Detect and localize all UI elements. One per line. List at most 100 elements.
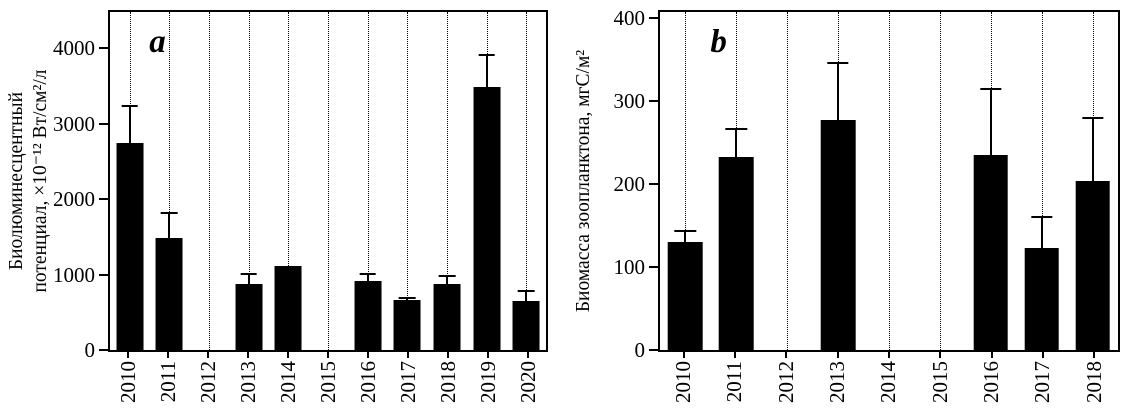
gridline bbox=[209, 12, 211, 350]
gridline bbox=[328, 12, 330, 350]
y-tick-mark bbox=[99, 122, 108, 125]
x-slot-2013: 2013 bbox=[228, 352, 268, 416]
error-bar-cap bbox=[980, 88, 1002, 91]
x-tick-mark bbox=[447, 352, 449, 358]
x-tick-label: 2017 bbox=[1030, 361, 1055, 403]
y-axis-label-line: Биолюминесцентный bbox=[6, 91, 28, 271]
bar-2016 bbox=[973, 154, 1009, 350]
x-tick-label: 2014 bbox=[876, 361, 901, 403]
x-tick-label: 2013 bbox=[235, 361, 260, 403]
bar-2014 bbox=[274, 265, 302, 350]
error-bar-line bbox=[735, 128, 738, 158]
y-tick-mark bbox=[99, 47, 108, 50]
x-tick-mark bbox=[733, 352, 736, 358]
x-tick-mark bbox=[887, 352, 890, 358]
chart-panel-a: Биолюминесцентный потенциал, ×10⁻¹² Вт/см… bbox=[2, 4, 548, 416]
x-tick-label: 2010 bbox=[115, 361, 140, 403]
error-bar-line bbox=[485, 53, 488, 88]
y-tick-label: 3000 bbox=[53, 111, 95, 136]
category-slot-2015 bbox=[308, 12, 348, 350]
error-bar-cap bbox=[725, 128, 748, 131]
y-tick-label: 2000 bbox=[53, 187, 95, 212]
x-slot-2014: 2014 bbox=[268, 352, 308, 416]
x-tick-mark bbox=[127, 352, 129, 358]
category-slot-2017 bbox=[1016, 12, 1067, 350]
y-tick-label: 0 bbox=[84, 338, 96, 362]
category-slot-2014 bbox=[864, 12, 915, 350]
error-bar-line bbox=[525, 289, 528, 301]
category-slot-2019 bbox=[467, 12, 507, 350]
x-tick-mark bbox=[247, 352, 249, 358]
x-tick-mark bbox=[407, 352, 409, 358]
y-axis-label: Биолюминесцентный потенциал, ×10⁻¹² Вт/см… bbox=[5, 0, 53, 391]
y-tick-label: 400 bbox=[613, 5, 646, 30]
y-axis-label-line: потенциал, ×10⁻¹² Вт/см²/л bbox=[30, 69, 51, 293]
y-tick-label: 1000 bbox=[53, 262, 95, 287]
x-slot-2016: 2016 bbox=[966, 352, 1017, 416]
error-bar-line bbox=[1040, 216, 1043, 248]
x-slot-2019: 2019 bbox=[468, 352, 508, 416]
x-tick-label: 2011 bbox=[155, 361, 180, 403]
category-slot-2010 bbox=[110, 12, 150, 350]
error-bar-line bbox=[366, 273, 369, 281]
chart-panel-b: Биомасса зоопланктона, мгС/м² 0 100 200 300… bbox=[562, 4, 1120, 416]
category-slot-2017 bbox=[387, 12, 427, 350]
error-bar-line bbox=[445, 274, 448, 284]
error-bar-cap bbox=[827, 61, 849, 64]
y-axis-label: Биомасса зоопланктона, мгС/м² bbox=[572, 0, 596, 391]
panel-label-a: a bbox=[149, 24, 166, 60]
error-bar-cap bbox=[398, 297, 416, 300]
x-slot-2015: 2015 bbox=[308, 352, 348, 416]
x-tick-mark bbox=[1093, 352, 1096, 358]
x-tick-mark bbox=[1041, 352, 1044, 358]
x-tick-label: 2018 bbox=[435, 361, 460, 403]
y-tick-mark bbox=[649, 349, 658, 351]
gridline bbox=[889, 12, 890, 350]
bar-2010 bbox=[668, 242, 703, 350]
x-slot-2018: 2018 bbox=[428, 352, 468, 416]
bar-2013 bbox=[235, 283, 263, 350]
category-slot-2013 bbox=[229, 12, 269, 350]
x-tick-label: 2014 bbox=[275, 361, 300, 403]
bar-2019 bbox=[473, 87, 501, 350]
category-slot-2018 bbox=[1067, 12, 1118, 350]
x-slot-2011: 2011 bbox=[148, 352, 188, 416]
panel-label-b: b bbox=[710, 24, 727, 60]
gridline bbox=[407, 12, 409, 350]
gridline bbox=[169, 12, 171, 350]
x-tick-mark bbox=[487, 352, 489, 358]
x-tick-mark bbox=[287, 352, 289, 358]
x-tick-label: 2015 bbox=[927, 361, 952, 403]
category-slot-2016 bbox=[348, 12, 388, 350]
error-bar-line bbox=[684, 229, 687, 243]
category-slot-2010 bbox=[660, 12, 711, 350]
x-slot-2015: 2015 bbox=[915, 352, 966, 416]
x-tick-mark bbox=[527, 352, 529, 358]
x-slot-2014: 2014 bbox=[863, 352, 914, 416]
x-slot-2017: 2017 bbox=[388, 352, 428, 416]
x-slot-2016: 2016 bbox=[348, 352, 388, 416]
x-tick-mark bbox=[785, 352, 788, 358]
y-tick-mark bbox=[649, 16, 658, 19]
x-slot-2017: 2017 bbox=[1017, 352, 1068, 416]
error-bar-line bbox=[989, 88, 992, 155]
bar-2010 bbox=[116, 142, 144, 350]
y-tick-label: 100 bbox=[613, 254, 646, 279]
x-slot-2013: 2013 bbox=[812, 352, 863, 416]
category-slot-2012 bbox=[189, 12, 229, 350]
error-bar-line bbox=[168, 211, 171, 239]
x-tick-label: 2016 bbox=[355, 361, 380, 403]
x-tick-label: 2015 bbox=[315, 361, 340, 403]
bar-2017 bbox=[393, 300, 421, 350]
y-tick-label: 0 bbox=[634, 338, 646, 362]
y-tick-mark bbox=[99, 273, 108, 276]
x-slot-2010: 2010 bbox=[658, 352, 709, 416]
x-tick-mark bbox=[167, 352, 169, 358]
bar-slots bbox=[660, 12, 1118, 350]
x-tick-label: 2011 bbox=[722, 361, 747, 403]
error-bar-cap bbox=[1030, 216, 1053, 219]
x-tick-mark bbox=[207, 352, 209, 358]
plot-area: a bbox=[108, 10, 548, 352]
category-slot-2018 bbox=[427, 12, 467, 350]
gridline bbox=[446, 12, 448, 350]
